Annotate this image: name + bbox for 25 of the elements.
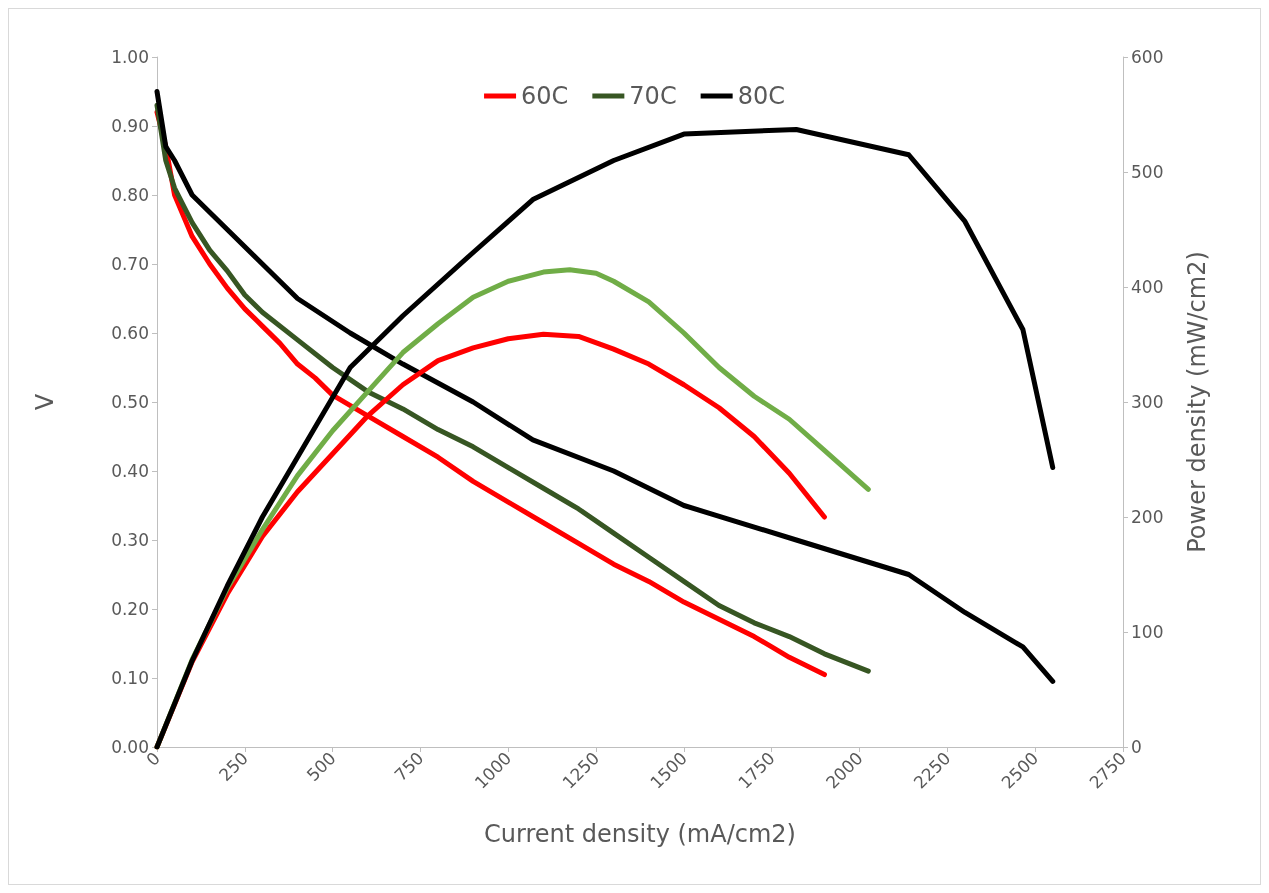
y2-axis-title: Power density (mW/cm2) xyxy=(1183,251,1211,553)
x-tick-label: 500 xyxy=(302,747,340,785)
y2-tick-label: 300 xyxy=(1131,392,1164,412)
y-tick-label: 0.50 xyxy=(111,392,149,412)
y2-tick-label: 100 xyxy=(1131,622,1164,642)
y-tick-label: 0.70 xyxy=(111,254,149,274)
x-axis-title: Current density (mA/cm2) xyxy=(484,820,796,848)
y-tick-label: 1.00 xyxy=(111,47,149,67)
legend-label: 70C xyxy=(629,82,677,110)
y2-tick-label: 200 xyxy=(1131,507,1164,527)
y2-tick-label: 400 xyxy=(1131,277,1164,297)
legend-label: 60C xyxy=(521,82,569,110)
y-tick-label: 0.20 xyxy=(111,599,149,619)
y-tick-label: 0.80 xyxy=(111,185,149,205)
y-tick-label: 0.30 xyxy=(111,530,149,550)
y2-tick-label: 500 xyxy=(1131,162,1164,182)
x-tick-label: 250 xyxy=(214,747,252,785)
y-axis-title: V xyxy=(31,393,59,411)
y-tick-label: 0.60 xyxy=(111,323,149,343)
x-tick-label: 750 xyxy=(390,747,428,785)
legend-label: 80C xyxy=(737,82,785,110)
y-tick-label: 0.90 xyxy=(111,116,149,136)
y2-tick-label: 600 xyxy=(1131,47,1164,67)
y-tick-label: 0.40 xyxy=(111,461,149,481)
y-tick-label: 0.10 xyxy=(111,668,149,688)
